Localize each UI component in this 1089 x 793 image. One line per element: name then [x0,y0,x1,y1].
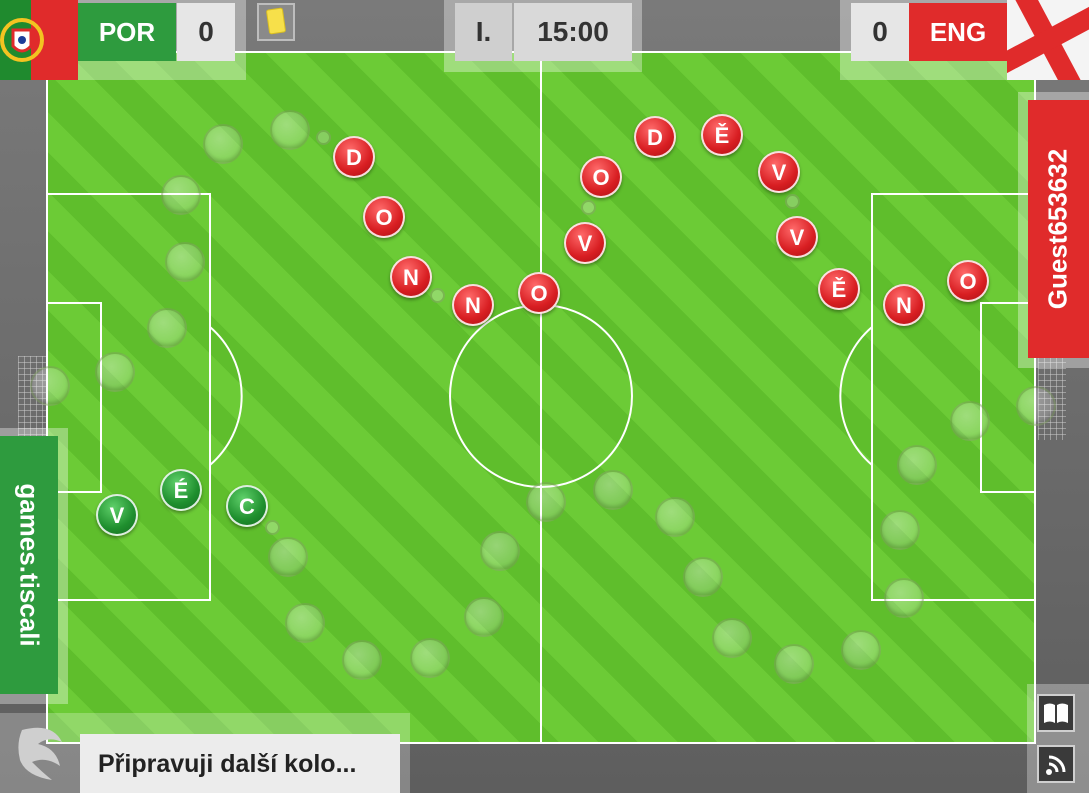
signal-icon [1046,755,1066,775]
letter-slot[interactable] [268,537,308,577]
letter-slot[interactable] [147,308,187,348]
red-letter-token[interactable]: N [883,284,925,326]
connection-button[interactable] [1037,745,1075,783]
home-score: 0 [177,3,235,61]
player-tab [1028,100,1089,358]
letter-slot[interactable] [285,603,325,643]
red-letter-token[interactable]: D [333,136,375,178]
portugal-flag-icon [0,0,78,80]
site-tab[interactable] [0,436,58,694]
letter-slot[interactable] [950,401,990,441]
red-letter-token[interactable]: O [363,196,405,238]
red-letter-token[interactable]: O [518,272,560,314]
england-flag-icon [1007,0,1089,80]
green-letter-token[interactable]: C [226,485,268,527]
logo-icon [18,727,62,780]
rules-button[interactable] [1037,694,1075,732]
letter-slot[interactable] [841,630,881,670]
connector-dot [785,194,800,209]
connector-dot [581,200,596,215]
connector-dot [430,288,445,303]
letter-slot[interactable] [683,557,723,597]
letter-slot[interactable] [342,640,382,680]
status-bar [80,734,400,793]
letter-slot[interactable] [270,110,310,150]
match-clock: 15:00 [514,3,632,61]
letter-slot[interactable] [593,470,633,510]
letter-slot[interactable] [410,638,450,678]
letter-slot[interactable] [480,531,520,571]
pitch-markings [46,51,1036,744]
period-label: I. [455,3,512,61]
red-letter-token[interactable]: N [452,284,494,326]
letter-slot[interactable] [880,510,920,550]
letter-slot[interactable] [165,242,205,282]
card-indicator [257,3,295,41]
away-score: 0 [851,3,909,61]
letter-slot[interactable] [897,445,937,485]
red-letter-token[interactable]: O [947,260,989,302]
status-message: Připravuji další kolo... [98,750,357,778]
letter-slot[interactable] [884,578,924,618]
letter-slot[interactable] [774,644,814,684]
letter-slot[interactable] [30,366,70,406]
red-letter-token[interactable]: Ě [701,114,743,156]
letter-slot[interactable] [1016,386,1056,426]
red-letter-token[interactable]: V [564,222,606,264]
football-pitch [46,51,1036,744]
red-letter-token[interactable]: V [776,216,818,258]
connector-dot [265,520,280,535]
green-letter-token[interactable]: É [160,469,202,511]
yellow-card-icon [266,7,286,35]
red-letter-token[interactable]: V [758,151,800,193]
red-letter-token[interactable]: D [634,116,676,158]
rulebook-icon [1044,703,1068,723]
letter-slot[interactable] [95,352,135,392]
letter-slot[interactable] [712,618,752,658]
connector-dot [316,130,331,145]
away-team-name: ENG [909,3,1007,61]
red-letter-token[interactable]: O [580,156,622,198]
letter-slot[interactable] [526,482,566,522]
player-name: Guest653632 [1042,148,1073,310]
green-letter-token[interactable]: V [96,494,138,536]
letter-slot[interactable] [161,175,201,215]
letter-slot[interactable] [464,597,504,637]
letter-slot[interactable] [655,497,695,537]
letter-slot[interactable] [203,124,243,164]
home-team-name: POR [78,3,176,61]
red-letter-token[interactable]: Ě [818,268,860,310]
red-letter-token[interactable]: N [390,256,432,298]
site-label[interactable]: games.tiscali [14,483,45,647]
